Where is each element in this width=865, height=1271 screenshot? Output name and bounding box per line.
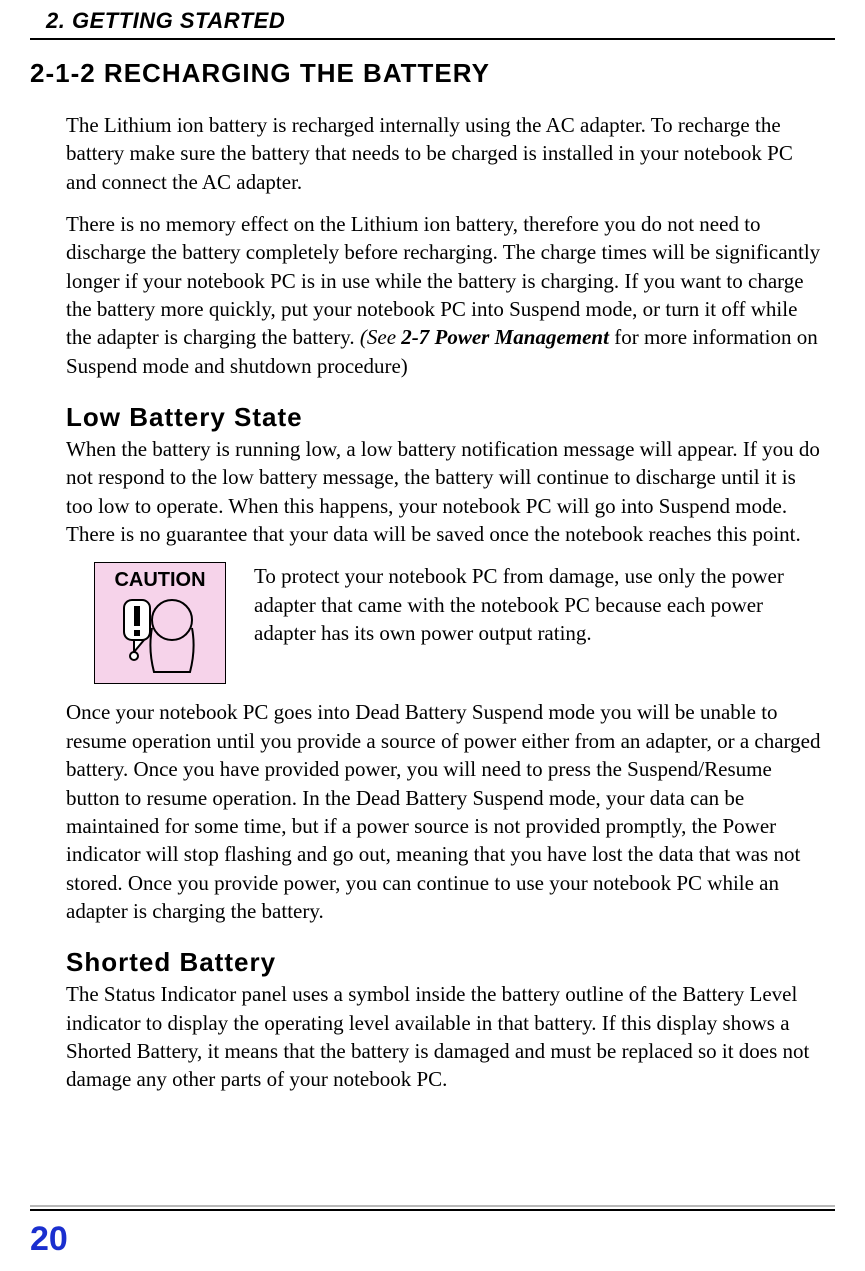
- intro-paragraph-1: The Lithium ion battery is recharged int…: [66, 111, 825, 196]
- manual-page: 2. GETTING STARTED 2-1-2 RECHARGING THE …: [0, 0, 865, 1271]
- caution-block: CAUTION To protect your notebook PC from…: [66, 562, 825, 684]
- chapter-header: 2. GETTING STARTED: [30, 0, 835, 40]
- section-title: 2-1-2 RECHARGING THE BATTERY: [30, 58, 835, 89]
- caution-box: CAUTION: [94, 562, 226, 684]
- caution-icon: [110, 594, 210, 674]
- resume-paragraph: Once your notebook PC goes into Dead Bat…: [66, 698, 825, 925]
- footer-rule: [30, 1209, 835, 1211]
- cross-reference: 2-7 Power Management: [401, 325, 609, 349]
- caution-label: CAUTION: [95, 569, 225, 592]
- low-battery-paragraph: When the battery is running low, a low b…: [66, 435, 825, 548]
- body-block: The Lithium ion battery is recharged int…: [30, 111, 835, 1094]
- caution-text: To protect your notebook PC from damage,…: [254, 562, 825, 647]
- page-number: 20: [30, 1220, 68, 1259]
- intro-paragraph-2: There is no memory effect on the Lithium…: [66, 210, 825, 380]
- para2-see: (See: [360, 325, 401, 349]
- shorted-battery-paragraph: The Status Indicator panel uses a symbol…: [66, 980, 825, 1093]
- low-battery-heading: Low Battery State: [66, 402, 825, 433]
- shorted-battery-heading: Shorted Battery: [66, 947, 825, 978]
